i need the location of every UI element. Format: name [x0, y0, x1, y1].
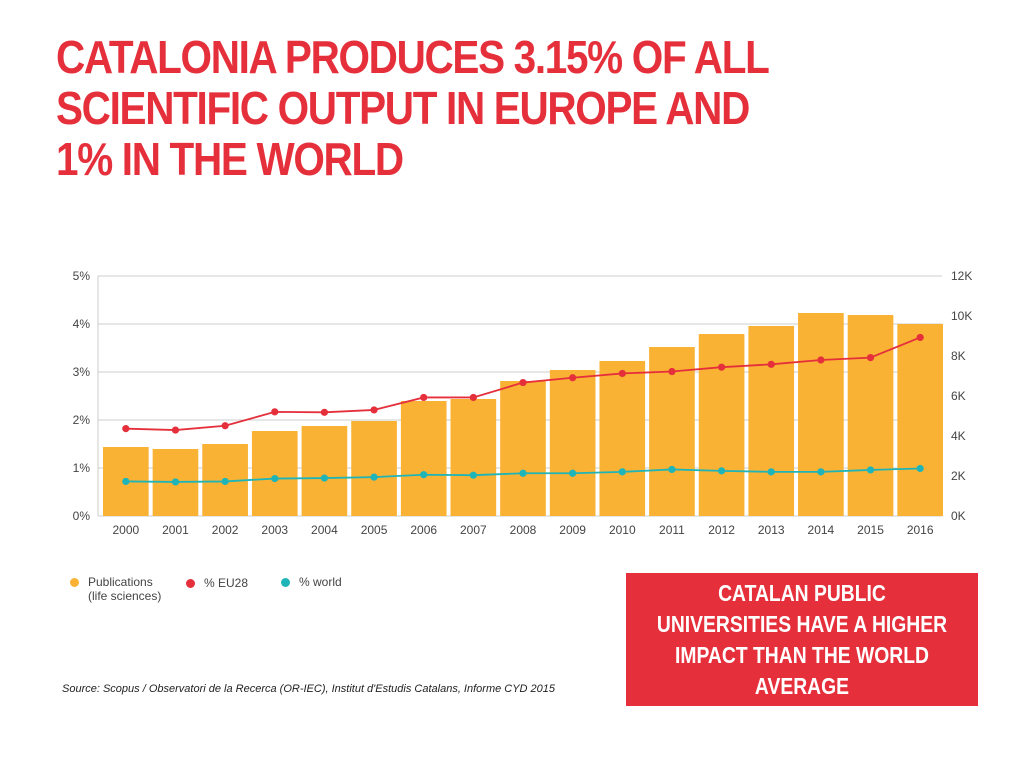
point-eu28 — [668, 367, 676, 376]
legend-dot-eu28 — [186, 579, 195, 588]
point-world — [817, 468, 825, 476]
point-eu28 — [271, 408, 279, 416]
bar — [748, 326, 795, 516]
bar — [599, 361, 646, 516]
point-eu28 — [519, 378, 527, 387]
y-left-tick-label: 0% — [73, 509, 91, 523]
x-tick-label: 2004 — [311, 523, 338, 537]
point-eu28 — [866, 354, 875, 362]
point-world — [916, 464, 924, 473]
x-tick-label: 2016 — [907, 523, 934, 537]
point-world — [519, 469, 527, 477]
point-eu28 — [569, 374, 577, 382]
bar — [351, 421, 397, 516]
callout-text: CATALAN PUBLIC UNIVERSITIES HAVE A HIGHE… — [656, 579, 948, 699]
point-eu28 — [221, 422, 229, 430]
bar — [649, 347, 695, 516]
point-world — [171, 478, 180, 486]
y-right-tick-label: 10K — [951, 309, 972, 323]
y-left-tick-label: 3% — [73, 365, 91, 379]
y-right-tick-label: 6K — [951, 389, 966, 403]
legend-label-world: % world — [299, 575, 342, 589]
bar — [698, 334, 745, 516]
point-world — [271, 474, 279, 483]
point-eu28 — [370, 406, 378, 414]
x-tick-label: 2009 — [559, 523, 586, 537]
x-tick-label: 2002 — [212, 523, 239, 537]
x-tick-label: 2003 — [261, 523, 288, 537]
legend-label-publications-sub: (life sciences) — [88, 589, 162, 603]
point-eu28 — [122, 425, 130, 433]
bar — [450, 399, 497, 516]
legend-dot-world — [281, 578, 290, 587]
x-tick-label: 2001 — [162, 523, 189, 537]
point-eu28 — [916, 333, 924, 342]
source-note: Source: Scopus / Observatori de la Recer… — [62, 683, 556, 695]
callout-box: CATALAN PUBLIC UNIVERSITIES HAVE A HIGHE… — [626, 573, 978, 706]
title-line-1: CATALONIA PRODUCES 3.15% OF ALL — [56, 31, 770, 83]
y-right-tick-label: 8K — [951, 349, 966, 363]
point-eu28 — [717, 363, 726, 371]
point-world — [420, 471, 428, 479]
point-eu28 — [767, 360, 775, 368]
point-eu28 — [618, 369, 626, 378]
point-eu28 — [420, 393, 428, 402]
y-left-tick-label: 1% — [73, 461, 91, 475]
point-world — [767, 468, 775, 476]
point-world — [370, 473, 378, 481]
point-world — [618, 468, 626, 476]
combo-chart: 0% 1% 2% 3% 4% 5% 0K 2K 4K 6K 8K 10K 12K 2000 2001 2002… — [73, 269, 973, 537]
x-tick-label: 2012 — [708, 523, 735, 537]
x-tick-label: 2011 — [659, 523, 685, 537]
bar — [897, 324, 943, 516]
point-eu28 — [320, 408, 329, 416]
bar — [301, 426, 348, 516]
point-world — [569, 469, 577, 477]
point-world — [668, 465, 676, 474]
legend-label-eu28: % EU28 — [204, 576, 249, 590]
y-right-tick-label: 12K — [951, 269, 972, 283]
x-tick-label: 2000 — [112, 523, 139, 537]
bar — [500, 381, 546, 516]
y-left-tick-label: 2% — [73, 413, 91, 427]
point-world — [122, 477, 130, 486]
x-tick-label: 2015 — [857, 523, 884, 537]
x-tick-label: 2014 — [808, 523, 835, 537]
legend-dot-publications — [70, 578, 79, 587]
x-tick-label: 2013 — [758, 523, 785, 537]
legend-label-publications: Publications — [88, 575, 153, 589]
title-line-2: SCIENTIFIC OUTPUT IN EUROPE AND — [56, 82, 750, 134]
x-tick-label: 2006 — [410, 523, 437, 537]
bar — [400, 401, 447, 516]
bar — [549, 370, 596, 516]
y-right-tick-label: 4K — [951, 429, 966, 443]
point-world — [469, 471, 477, 479]
bar — [798, 313, 844, 516]
y-left-tick-label: 4% — [73, 317, 91, 331]
slide-title: CATALONIA PRODUCES 3.15% OF ALL SCIENTIF… — [56, 32, 778, 185]
bar — [251, 431, 298, 516]
point-world — [320, 474, 329, 482]
point-eu28 — [469, 393, 477, 402]
point-world — [717, 467, 726, 475]
title-line-3: 1% IN THE WORLD — [56, 133, 404, 185]
y-right-tick-label: 2K — [951, 469, 966, 483]
point-eu28 — [171, 426, 180, 434]
y-right-tick-label: 0K — [951, 509, 966, 523]
point-eu28 — [817, 356, 825, 364]
bar — [847, 315, 894, 516]
x-tick-label: 2007 — [460, 523, 487, 537]
point-world — [866, 466, 875, 474]
x-tick-label: 2005 — [361, 523, 388, 537]
point-world — [221, 477, 229, 486]
y-left-tick-label: 5% — [73, 269, 91, 283]
x-tick-label: 2008 — [510, 523, 537, 537]
x-tick-label: 2010 — [609, 523, 636, 537]
